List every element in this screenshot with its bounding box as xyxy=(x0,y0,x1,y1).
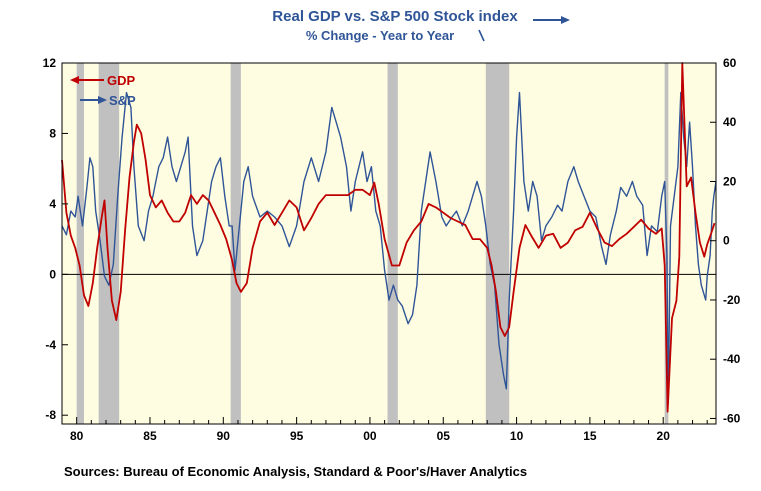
legend-label-gdp: GDP xyxy=(107,73,136,88)
source-note: Sources: Bureau of Economic Analysis, St… xyxy=(64,464,527,479)
right-tick-label: 60 xyxy=(723,56,737,70)
title-arrow-icon xyxy=(533,16,570,24)
plot-frame xyxy=(61,62,717,425)
legend-sp-arrow-icon xyxy=(80,96,107,104)
x-tick-label: 15 xyxy=(583,429,597,443)
left-tick-label: 4 xyxy=(49,197,56,211)
left-tick-label: 12 xyxy=(43,56,57,70)
chart-subtitle: % Change - Year to Year xyxy=(306,28,454,43)
right-tick-label: 40 xyxy=(723,115,737,129)
legend-gdp-arrow-icon xyxy=(70,76,104,84)
x-tick-label: 00 xyxy=(363,429,377,443)
right-tick-label: 20 xyxy=(723,174,737,188)
right-tick-label: -60 xyxy=(723,411,741,425)
series-line-sp xyxy=(61,91,717,405)
x-tick-label: 05 xyxy=(437,429,451,443)
left-tick-label: 8 xyxy=(49,126,56,140)
x-tick-label: 90 xyxy=(217,429,231,443)
x-tick-label: 10 xyxy=(510,429,524,443)
x-tick-label: 95 xyxy=(290,429,304,443)
right-tick-label: -40 xyxy=(723,352,741,366)
x-tick-label: 85 xyxy=(143,429,157,443)
x-tick-label: 80 xyxy=(70,429,84,443)
x-tick-label: 20 xyxy=(657,429,671,443)
recession-band-2 xyxy=(230,63,241,424)
series-lines xyxy=(61,62,717,413)
recession-band-4 xyxy=(485,63,510,424)
legend: GDP S&P xyxy=(70,73,136,108)
subtitle-backslash-mark xyxy=(478,29,485,42)
legend-label-sp: S&P xyxy=(109,93,136,108)
series-line-gdp xyxy=(61,62,716,413)
left-tick-label: -4 xyxy=(45,338,56,352)
left-tick-label: 0 xyxy=(49,267,56,281)
chart-title: Real GDP vs. S&P 500 Stock index xyxy=(272,8,518,25)
recession-band-0 xyxy=(76,63,84,424)
right-tick-label: 0 xyxy=(723,234,730,248)
recession-band-1 xyxy=(98,63,120,424)
left-tick-label: -8 xyxy=(45,408,56,422)
right-tick-label: -20 xyxy=(723,293,741,307)
recession-band-3 xyxy=(387,63,398,424)
